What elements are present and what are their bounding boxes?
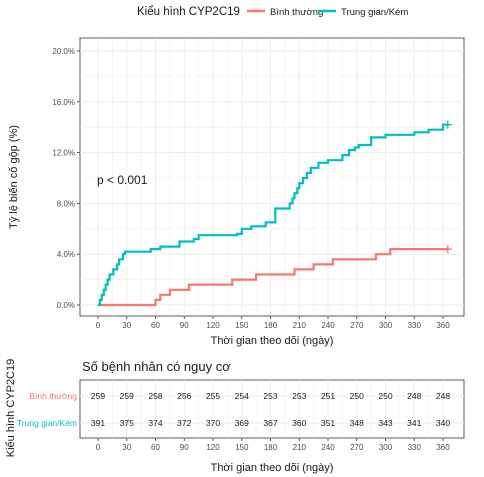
risk-cell: 248 xyxy=(407,391,421,401)
grid-lines xyxy=(80,38,464,316)
risk-cell: 348 xyxy=(350,418,364,428)
risk-cell: 256 xyxy=(177,391,191,401)
legend: Kiểu hình CYP2C19 Bình thường Trung gian… xyxy=(137,6,408,18)
y-axis: 0.0% 4.0% 8.0% 12.0% 16.0% 20.0% xyxy=(52,47,80,310)
risk-cell: 370 xyxy=(206,418,220,428)
y-tick-label: 16.0% xyxy=(52,98,75,107)
y-tick-label: 8.0% xyxy=(57,199,75,208)
y-tick-label: 12.0% xyxy=(52,149,75,158)
risk-x-tick-label: 90 xyxy=(180,443,189,452)
y-tick-label: 4.0% xyxy=(57,250,75,259)
x-tick-label: 210 xyxy=(293,321,307,330)
p-value-annotation: p < 0.001 xyxy=(97,173,148,187)
risk-table-x-axis: 0 30 60 90 120 150 180 210 240 270 300 330 360 xyxy=(96,438,450,452)
risk-cell: 374 xyxy=(148,418,162,428)
risk-x-tick-label: 120 xyxy=(206,443,220,452)
risk-cell: 351 xyxy=(321,418,335,428)
risk-x-tick-label: 210 xyxy=(293,443,307,452)
x-axis-title: Thời gian theo dõi (ngày) xyxy=(211,335,334,347)
risk-row-label-intermediate-poor: Trung gian/Kém xyxy=(17,418,77,428)
risk-x-tick-label: 0 xyxy=(96,443,101,452)
legend-label-intermediate-poor: Trung gian/Kém xyxy=(341,7,408,18)
legend-label-normal: Bình thường xyxy=(270,7,323,18)
x-tick-label: 240 xyxy=(321,321,335,330)
y-axis-title: Tỷ lệ biến cố gộp (%) xyxy=(8,125,20,229)
risk-cell: 248 xyxy=(436,391,450,401)
risk-table-row-labels: Bình thường Trung gian/Kém xyxy=(17,391,77,428)
risk-x-tick-label: 240 xyxy=(321,443,335,452)
risk-cell: 250 xyxy=(350,391,364,401)
risk-cell: 391 xyxy=(91,418,105,428)
risk-cell: 250 xyxy=(378,391,392,401)
risk-cell: 340 xyxy=(436,418,450,428)
x-tick-label: 360 xyxy=(436,321,450,330)
legend-title: Kiểu hình CYP2C19 xyxy=(137,6,240,18)
risk-x-tick-label: 330 xyxy=(408,443,422,452)
risk-cell: 259 xyxy=(120,391,134,401)
risk-cell: 254 xyxy=(235,391,249,401)
risk-row-label-normal: Bình thường xyxy=(29,391,77,401)
risk-cell: 255 xyxy=(206,391,220,401)
risk-cell: 375 xyxy=(120,418,134,428)
risk-cell: 343 xyxy=(378,418,392,428)
risk-cell: 258 xyxy=(148,391,162,401)
x-tick-label: 180 xyxy=(264,321,278,330)
risk-cell: 259 xyxy=(91,391,105,401)
series-line-normal xyxy=(98,248,448,307)
risk-x-tick-label: 150 xyxy=(235,443,249,452)
series-line-intermediate-poor xyxy=(98,123,448,307)
risk-cell: 372 xyxy=(177,418,191,428)
x-tick-label: 30 xyxy=(122,321,131,330)
risk-x-tick-label: 300 xyxy=(379,443,393,452)
x-tick-label: 330 xyxy=(408,321,422,330)
risk-cell: 341 xyxy=(407,418,421,428)
risk-cell: 360 xyxy=(292,418,306,428)
risk-x-tick-label: 180 xyxy=(264,443,278,452)
x-tick-label: 120 xyxy=(206,321,220,330)
x-tick-label: 90 xyxy=(180,321,189,330)
x-tick-label: 300 xyxy=(379,321,393,330)
risk-cell: 369 xyxy=(235,418,249,428)
plot-panel: p < 0.001 xyxy=(79,37,465,317)
risk-table-border xyxy=(79,379,465,439)
series-layer xyxy=(98,120,452,307)
risk-x-tick-label: 60 xyxy=(151,443,160,452)
risk-cell: 251 xyxy=(321,391,335,401)
risk-cell: 253 xyxy=(292,391,306,401)
risk-x-tick-label: 270 xyxy=(350,443,364,452)
y-tick-label: 0.0% xyxy=(57,301,75,310)
x-tick-label: 150 xyxy=(235,321,249,330)
risk-table-title: Số bệnh nhân có nguy cơ xyxy=(82,359,231,374)
x-tick-label: 0 xyxy=(96,321,101,330)
y-tick-label: 20.0% xyxy=(52,47,75,56)
risk-table-x-title: Thời gian theo dõi (ngày) xyxy=(211,462,334,474)
risk-x-tick-label: 30 xyxy=(122,443,131,452)
x-tick-label: 270 xyxy=(350,321,364,330)
x-axis: 0 30 60 90 120 150 180 210 240 270 300 330 360 xyxy=(96,316,450,330)
risk-table-cells: 259 259 258 256 255 254 253 253 251 250 250 248 248 3… xyxy=(91,391,450,428)
risk-cell: 253 xyxy=(263,391,277,401)
risk-table-y-title: Kiểu hình CYP2C19 xyxy=(5,359,17,457)
risk-table-grid xyxy=(80,380,464,438)
risk-table: Số bệnh nhân có nguy cơ 259 259 258 256 255 2… xyxy=(5,359,465,474)
risk-x-tick-label: 360 xyxy=(436,443,450,452)
x-tick-label: 60 xyxy=(151,321,160,330)
risk-cell: 367 xyxy=(263,418,277,428)
